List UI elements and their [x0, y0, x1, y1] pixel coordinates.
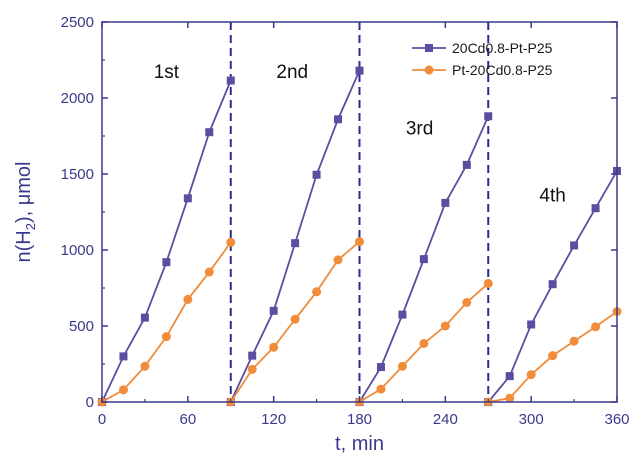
data-point-square [376, 363, 385, 372]
data-point-square [355, 66, 364, 75]
data-point-square [548, 280, 557, 289]
legend-marker-square [425, 44, 433, 52]
data-point-circle [161, 332, 171, 342]
x-tick-label: 240 [433, 411, 458, 428]
run-label: 1st [154, 62, 180, 83]
data-point-circle [548, 351, 558, 361]
data-point-circle [376, 384, 386, 394]
data-point-circle [247, 364, 257, 374]
data-point-square [183, 194, 192, 203]
data-point-circle [526, 370, 536, 380]
data-point-circle [269, 342, 279, 352]
data-point-circle [140, 361, 150, 371]
run-label: 2nd [276, 62, 308, 83]
data-point-square [334, 115, 343, 124]
y-axis-title-main: n(H [13, 230, 35, 262]
data-point-circle [419, 338, 429, 348]
data-point-circle [183, 294, 193, 304]
data-point-circle [591, 322, 601, 332]
data-point-square [441, 198, 450, 207]
legend: 20Cd0.8-Pt-P25 Pt-20Cd0.8-P25 [412, 40, 553, 78]
x-axis-title: t, min [335, 433, 384, 455]
y-tick-label: 0 [86, 394, 94, 411]
run-label: 3rd [406, 118, 433, 139]
data-point-square [312, 170, 321, 179]
data-point-square [419, 255, 428, 264]
data-point-square [205, 128, 214, 137]
data-point-circle [290, 314, 300, 324]
legend-marker-circle [424, 65, 434, 75]
data-point-circle [440, 321, 450, 331]
x-tick-label: 60 [179, 411, 196, 428]
data-point-circle [226, 237, 236, 247]
data-point-square [505, 372, 514, 381]
run-label: 4th [539, 185, 565, 206]
plot-layer: 1st 2nd 3rd 4th [97, 22, 622, 407]
data-point-circle [355, 237, 364, 247]
data-point-circle [505, 393, 515, 403]
y-axis-title-subscript: 2 [23, 223, 38, 230]
y-axis-title: n(H2), μmol [13, 162, 38, 263]
data-point-square [591, 204, 600, 213]
data-point-square [484, 112, 493, 121]
data-point-square [570, 241, 579, 250]
data-point-square [248, 351, 257, 360]
x-tick-label: 360 [604, 411, 629, 428]
y-tick-label: 1500 [61, 166, 94, 183]
series-line-2 [101, 241, 232, 403]
data-point-square [462, 160, 471, 169]
data-point-square [527, 320, 536, 329]
y-tick-label: 1000 [61, 242, 94, 259]
legend-label: 20Cd0.8-Pt-P25 [452, 40, 553, 56]
data-point-square [119, 352, 128, 361]
y-tick-label: 2500 [61, 14, 94, 31]
data-point-circle [312, 287, 322, 297]
data-point-circle [569, 336, 579, 346]
data-point-circle [333, 255, 343, 265]
data-point-circle [462, 297, 472, 307]
y-tick-label: 500 [69, 318, 94, 335]
data-point-circle [118, 385, 128, 395]
data-point-square [291, 239, 300, 248]
data-point-square [398, 310, 407, 319]
x-tick-label: 300 [519, 411, 544, 428]
data-point-square [162, 258, 171, 267]
data-point-square [269, 306, 278, 315]
axis-layer: 0 60 120 180 240 300 360 0 500 1000 1500 2000 2500 t,… [13, 14, 630, 455]
x-tick-label: 120 [261, 411, 286, 428]
data-point-circle [483, 278, 493, 288]
data-point-square [140, 313, 149, 322]
y-axis-title-tail: ), μmol [13, 162, 35, 224]
x-tick-label: 180 [347, 411, 372, 428]
x-tick-label: 0 [98, 411, 106, 428]
data-point-circle [397, 361, 407, 371]
legend-label: Pt-20Cd0.8-P25 [452, 62, 553, 78]
data-point-circle [204, 267, 214, 277]
data-point-square [226, 76, 235, 85]
y-tick-label: 2000 [61, 90, 94, 107]
